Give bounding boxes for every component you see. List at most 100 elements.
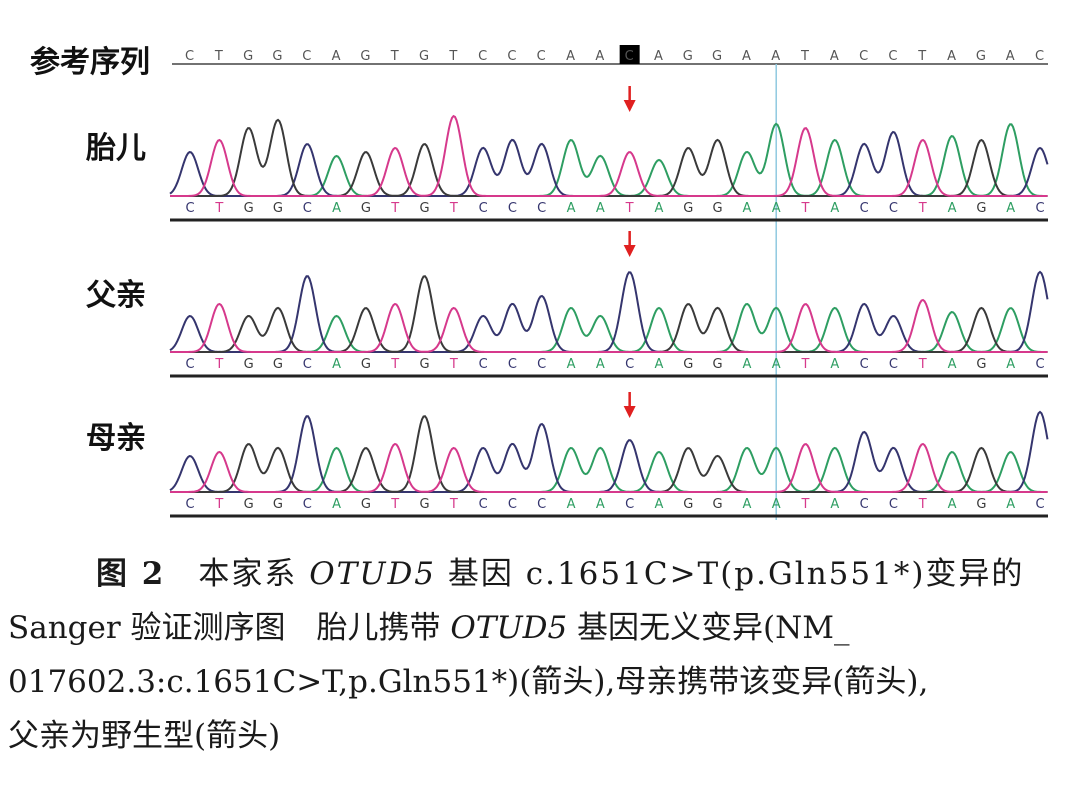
trace-c-series: [169, 130, 1049, 197]
called-base: T: [449, 497, 458, 512]
called-base: G: [419, 357, 429, 372]
reference-base: A: [654, 49, 664, 64]
called-base: C: [625, 357, 634, 372]
reference-base: G: [360, 49, 371, 64]
called-base: A: [1006, 201, 1015, 216]
reference-base: C: [185, 49, 195, 64]
reference-base: A: [742, 49, 752, 64]
mutation-arrowhead-icon: [623, 245, 636, 257]
called-base: C: [625, 497, 634, 512]
reference-base: C: [302, 49, 312, 64]
reference-base: A: [830, 49, 840, 64]
called-base: C: [303, 201, 312, 216]
called-base: G: [361, 201, 371, 216]
called-base: C: [889, 357, 898, 372]
called-base: C: [185, 357, 194, 372]
reference-base: G: [683, 49, 694, 64]
called-base: A: [332, 201, 341, 216]
called-base: A: [596, 357, 605, 372]
called-base: T: [801, 201, 810, 216]
called-base: T: [214, 357, 223, 372]
trace-t-series: [170, 298, 1048, 353]
caption-line1-b: 基因 c.1651C>T(p.Gln551*)变异的: [436, 556, 1025, 592]
trace-a-series: [170, 302, 1048, 353]
trace-c-series: [169, 270, 1049, 353]
called-base: T: [918, 201, 927, 216]
caption-line2-a: Sanger 验证测序图 胎儿携带: [8, 610, 451, 646]
called-base: C: [479, 497, 488, 512]
called-base: G: [683, 497, 693, 512]
called-base: T: [390, 357, 399, 372]
called-base: A: [948, 357, 957, 372]
called-base: A: [948, 497, 957, 512]
mother-label: 母亲: [86, 421, 146, 456]
reference-base: G: [272, 49, 283, 64]
reference-base: C: [888, 49, 898, 64]
caption-line-2: Sanger 验证测序图 胎儿携带 OTUD5 基因无义变异(NM_: [8, 601, 1072, 655]
reference-base: A: [595, 49, 605, 64]
called-base: A: [742, 357, 751, 372]
called-base: A: [772, 357, 781, 372]
reference-base: C: [859, 49, 869, 64]
called-base: C: [1035, 357, 1044, 372]
reference-base: T: [917, 49, 927, 64]
reference-base: T: [448, 49, 458, 64]
called-base: A: [830, 497, 839, 512]
called-base: C: [185, 201, 194, 216]
called-base: T: [390, 201, 399, 216]
reference-base: A: [1006, 49, 1016, 64]
called-base: A: [567, 357, 576, 372]
called-base: A: [596, 201, 605, 216]
called-base: C: [1035, 497, 1044, 512]
called-base: C: [508, 357, 517, 372]
called-base: A: [830, 201, 839, 216]
reference-base: T: [800, 49, 810, 64]
called-base: A: [655, 201, 664, 216]
called-base: G: [361, 357, 371, 372]
called-base: A: [1006, 357, 1015, 372]
trace-c-series: [169, 410, 1049, 493]
called-base: G: [273, 201, 283, 216]
caption-line2-b: 基因无义变异(NM_: [567, 610, 850, 646]
called-base: A: [948, 201, 957, 216]
called-base: A: [596, 497, 605, 512]
called-base: A: [830, 357, 839, 372]
reference-base: A: [332, 49, 342, 64]
called-base: T: [214, 201, 223, 216]
reference-base: C: [1035, 49, 1045, 64]
called-base: A: [742, 201, 751, 216]
called-base: G: [244, 201, 254, 216]
called-base: G: [244, 497, 254, 512]
gene-name-1: OTUD5: [309, 556, 437, 592]
called-base: T: [214, 497, 223, 512]
called-base: T: [625, 201, 634, 216]
caption-line-3: 017602.3:c.1651C>T,p.Gln551*)(箭头),母亲携带该变…: [8, 664, 929, 700]
reference-base: G: [243, 49, 254, 64]
called-base: G: [419, 201, 429, 216]
called-base: G: [713, 497, 723, 512]
fetus-label: 胎儿: [85, 131, 146, 166]
called-base: C: [537, 357, 546, 372]
mutation-arrowhead-icon: [623, 406, 636, 418]
called-base: C: [860, 497, 869, 512]
reference-base: G: [419, 49, 430, 64]
called-base: C: [537, 497, 546, 512]
called-base: T: [918, 497, 927, 512]
reference-label: 参考序列: [30, 45, 150, 80]
reference-base: C: [507, 49, 517, 64]
called-base: A: [332, 497, 341, 512]
father-label: 父亲: [86, 278, 146, 313]
gene-name-2: OTUD5: [450, 610, 568, 646]
trace-t-series: [170, 442, 1048, 493]
called-base: C: [889, 201, 898, 216]
called-base: A: [742, 497, 751, 512]
reference-highlight-box: [619, 45, 640, 64]
called-base: G: [273, 497, 283, 512]
called-base: G: [683, 357, 693, 372]
reference-base: C: [625, 49, 635, 64]
called-base: G: [683, 201, 693, 216]
called-base: C: [303, 357, 312, 372]
called-base: C: [508, 201, 517, 216]
called-base: A: [772, 497, 781, 512]
called-base: A: [567, 201, 576, 216]
